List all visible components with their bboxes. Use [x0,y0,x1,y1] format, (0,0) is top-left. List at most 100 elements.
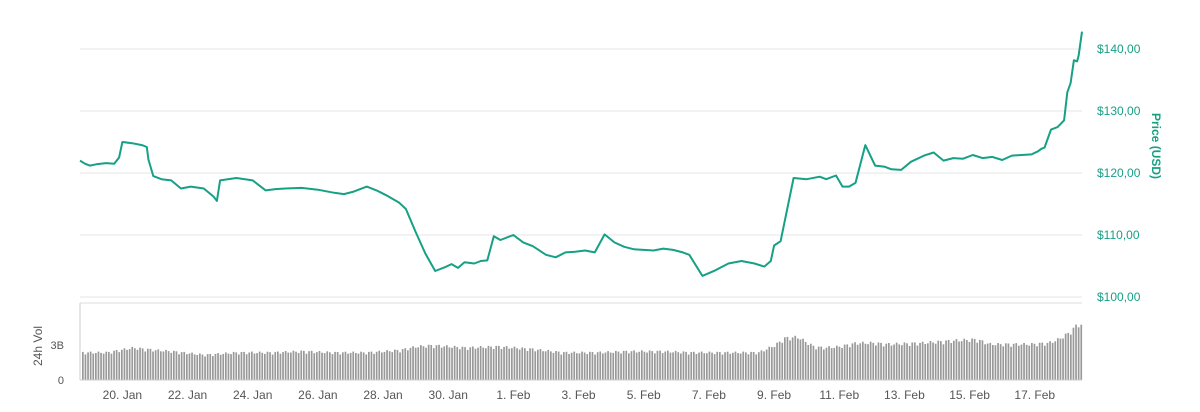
volume-tick-label: 3B [51,340,64,352]
volume-bar [149,348,152,380]
volume-bar [854,342,856,380]
volume-bar [682,351,685,380]
volume-bar [1007,343,1010,380]
volume-bar [511,348,513,380]
volume-bar [994,345,997,380]
volume-bar [669,352,672,380]
volume-bar [802,338,804,380]
volume-bar [1041,342,1044,380]
volume-bar [1033,343,1036,380]
volume-bar [695,354,698,380]
volume-bar [199,353,201,380]
x-tick-label: 28. Jan [363,388,402,402]
volume-bar [544,351,547,380]
volume-bar [477,347,479,380]
x-tick-label: 13. Feb [884,388,925,402]
volume-bar [323,353,326,380]
price-tick-label: $140,00 [1097,42,1141,56]
volume-bar [955,339,958,380]
volume-bar [201,354,204,380]
volume-bar [713,354,716,380]
x-tick-label: 24. Jan [233,388,272,402]
volume-bar [526,351,529,380]
volume-bar [453,345,456,380]
volume-bar [443,346,446,380]
volume-bar [739,353,742,380]
price-series-line [79,31,1083,277]
x-tick-label: 7. Feb [692,388,726,402]
volume-bar [906,343,908,380]
volume-bar [880,342,882,380]
volume-bar [334,351,336,380]
volume-bar [282,352,284,380]
volume-bar [425,347,427,380]
volume-bar [503,346,505,380]
volume-bar [539,349,542,380]
volume-bar [661,353,664,380]
volume-bar [882,346,885,380]
volume-bar [947,340,950,380]
volume-bar [797,338,799,380]
x-tick-labels: 20. Jan 22. Jan 24. Jan 26. Jan 28. Jan 30. J… [103,388,1056,402]
volume-bar [349,352,352,380]
volume-bar [950,343,953,380]
volume-bar [677,352,680,380]
volume-bar [672,352,674,380]
volume-bar [253,353,256,380]
volume-bar [123,348,126,380]
volume-bar [160,351,162,380]
volume-bar [703,353,706,380]
volume-bar [576,353,578,380]
volume-bar [708,351,711,380]
volume-bar [641,350,643,380]
volume-bar [565,351,568,380]
volume-bar [914,342,916,380]
volume-bar [147,348,149,380]
volume-bar [303,350,305,380]
volume-bar [924,344,927,380]
volume-bar [1080,324,1083,380]
volume-bar [1018,345,1020,380]
price-tick-label: $130,00 [1097,104,1141,118]
volume-bar [927,343,929,380]
volume-bar [976,342,979,380]
volume-bar [1010,346,1012,380]
volume-bar [89,351,92,380]
volume-bar [768,346,771,380]
volume-bar [648,350,651,380]
volume-bar [859,343,862,380]
volume-bar [193,354,196,380]
volume-bar [394,349,396,380]
volume-bar [1031,343,1033,380]
volume-bar [206,354,209,380]
volume-panel-frame [79,302,1082,381]
volume-bar [235,352,238,380]
volume-bar [191,352,193,380]
volume-bar [778,341,781,380]
volume-bar [654,353,656,380]
volume-tick-labels: 3B 0 [51,340,64,387]
volume-bar [1020,344,1023,380]
volume-bar [162,351,165,380]
volume-bar [919,342,921,380]
volume-bar [310,350,313,380]
volume-bar [531,348,534,380]
volume-bar [898,344,901,380]
volume-bar [399,352,401,380]
x-tick-label: 15. Feb [949,388,990,402]
volume-bar [1062,338,1064,380]
volume-bar [464,347,466,380]
volume-bar [693,351,695,380]
volume-bar [308,351,310,380]
volume-bar [82,351,84,380]
volume-bar [482,347,485,380]
volume-bar [932,342,934,380]
volume-bar [810,343,812,380]
volume-bar [422,346,425,380]
volume-bar [100,352,102,380]
volume-bar [105,351,108,380]
volume-bar [934,343,937,380]
volume-bar [326,351,329,380]
price-tick-labels: $140,00 $130,00 $120,00 $110,00 $100,00 [1097,42,1141,304]
volume-bar [841,348,843,380]
